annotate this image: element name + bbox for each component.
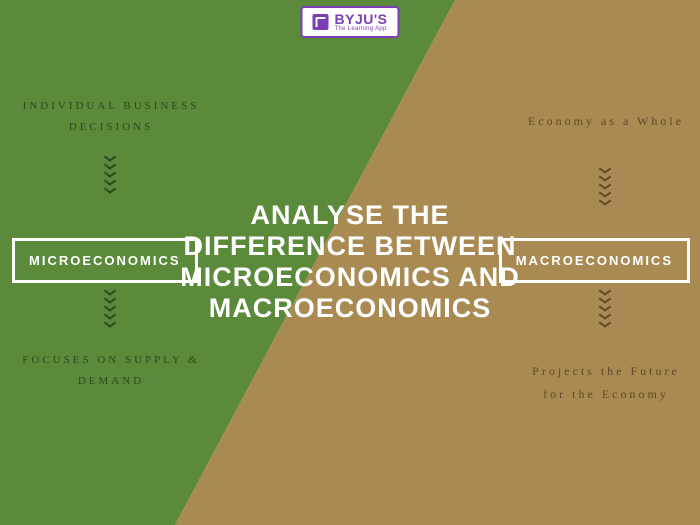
chevron-down-icon: [103, 326, 117, 332]
macro-bottom-attribute: Projects the Future for the Economy: [526, 360, 686, 406]
connector-chevrons: [510, 294, 700, 332]
connector-chevrons: [0, 160, 220, 198]
microeconomics-label-box: MICROECONOMICS: [12, 238, 198, 283]
connector-chevrons: [510, 172, 700, 210]
macroeconomics-label-box: MACROECONOMICS: [499, 238, 690, 283]
connector-chevrons: [0, 294, 220, 332]
brand-logo-tagline: The Learning App: [334, 26, 387, 32]
micro-top-attribute: INDIVIDUAL BUSINESS DECISIONS: [6, 96, 216, 138]
micro-bottom-attribute: FOCUSES ON SUPPLY & DEMAND: [6, 350, 216, 392]
brand-logo: BYJU'S The Learning App: [300, 6, 399, 38]
chevron-down-icon: [598, 204, 612, 210]
brand-logo-icon: [312, 14, 328, 30]
brand-logo-name: BYJU'S: [334, 12, 387, 26]
chevron-down-icon: [103, 192, 117, 198]
chevron-down-icon: [598, 326, 612, 332]
macro-top-attribute: Economy as a Whole: [526, 110, 686, 133]
infographic-title: ANALYSE THE DIFFERENCE BETWEEN MICROECON…: [170, 200, 530, 324]
